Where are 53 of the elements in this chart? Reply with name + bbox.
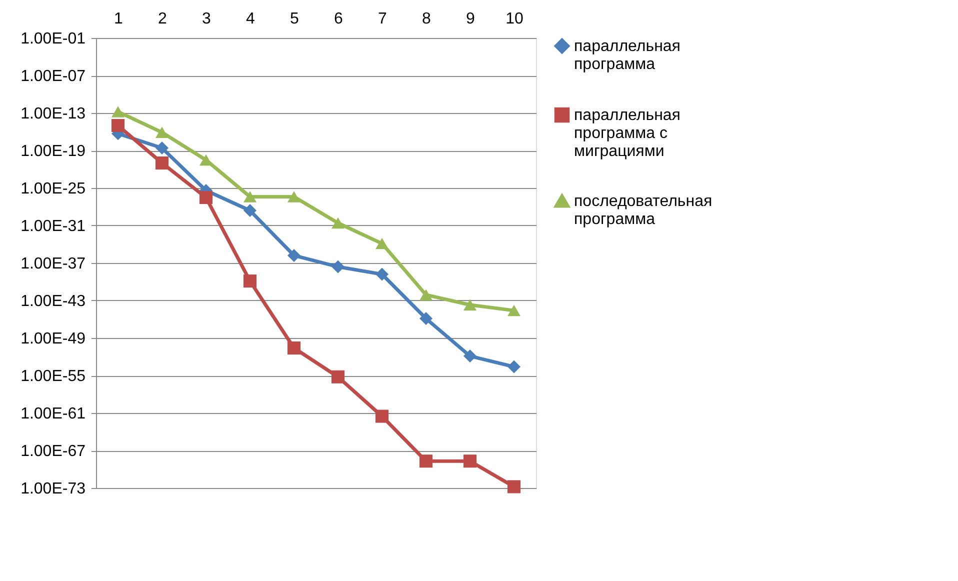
point [507, 480, 521, 494]
y-tick-label: 1.00E-43 [20, 293, 86, 310]
x-tick-label: 9 [466, 10, 476, 28]
legend-label: параллельная программа с миграциями [574, 107, 680, 160]
point [243, 274, 257, 288]
y-tick-label: 1.00E-01 [20, 30, 86, 48]
x-tick-label: 8 [422, 10, 432, 28]
point [419, 289, 433, 300]
x-tick-label: 2 [158, 10, 168, 28]
y-tick-label: 1.00E-61 [20, 406, 86, 422]
point [375, 268, 389, 281]
point [199, 191, 213, 204]
point [419, 454, 433, 468]
x-tick-label: 6 [334, 10, 344, 28]
y-tick-label: 1.00E-19 [20, 143, 86, 160]
y-tick-label: 1.00E-07 [20, 68, 86, 85]
y-tick-label: 1.00E-73 [20, 480, 86, 498]
point [243, 204, 257, 218]
legend-label: параллельная программа [574, 38, 680, 73]
point [111, 118, 125, 132]
point [155, 156, 169, 170]
y-tick-label: 1.00E-37 [20, 256, 86, 272]
y-tick-label: 1.00E-25 [20, 180, 86, 198]
point [507, 304, 521, 316]
point [463, 350, 477, 363]
x-tick-label: 10 [506, 10, 524, 28]
point [111, 106, 125, 118]
x-tick-label: 4 [246, 10, 256, 28]
point [155, 126, 169, 138]
legend-label: последовательная программа [574, 193, 712, 228]
point [287, 248, 301, 262]
x-tick-label: 5 [290, 10, 300, 28]
point [331, 370, 345, 384]
point [287, 191, 301, 202]
point [331, 260, 345, 274]
point [331, 217, 345, 229]
point [155, 141, 169, 155]
y-tick-label: 1.00E-31 [20, 218, 86, 235]
point [463, 299, 477, 311]
x-tick-label: 7 [378, 10, 388, 28]
x-tick-label: 1 [114, 10, 124, 28]
point [243, 191, 257, 202]
y-tick-label: 1.00E-49 [20, 330, 86, 348]
point [375, 238, 389, 250]
point [375, 410, 389, 423]
point [287, 341, 301, 355]
y-tick-label: 1.00E-55 [20, 368, 86, 385]
point [419, 312, 433, 326]
point [507, 360, 521, 374]
y-tick-label: 1.00E-67 [20, 443, 86, 460]
point [463, 454, 477, 468]
y-tick-label: 1.00E-13 [20, 106, 86, 122]
x-tick-label: 3 [202, 10, 212, 28]
